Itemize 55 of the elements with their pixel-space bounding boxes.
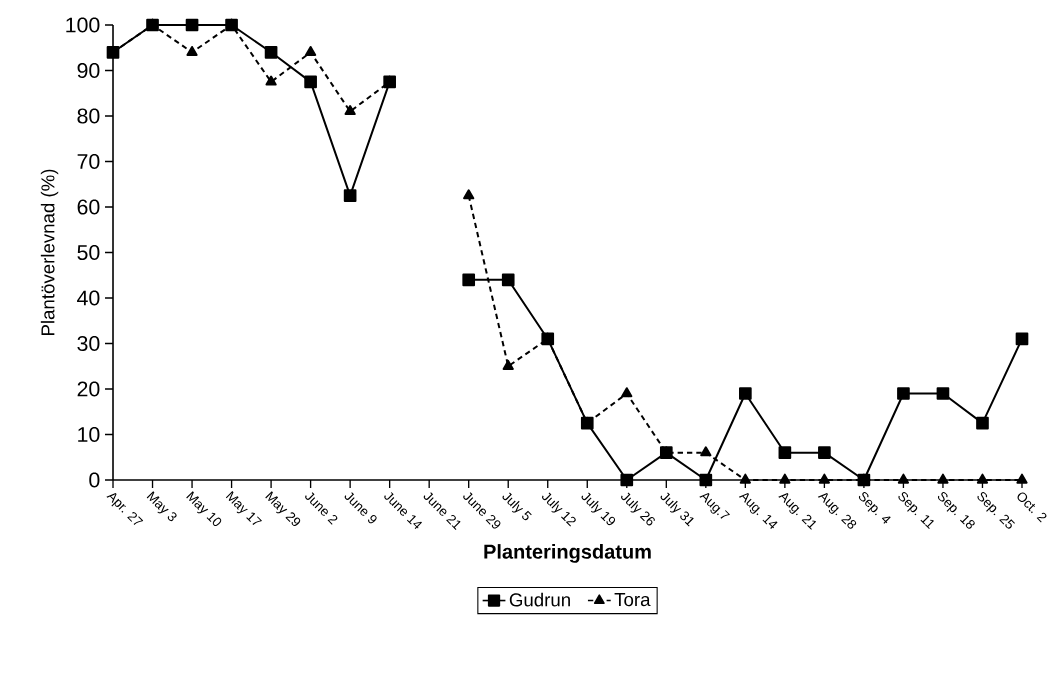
y-tick-label: 90 xyxy=(77,62,100,79)
point xyxy=(264,45,278,59)
point xyxy=(739,387,752,400)
point xyxy=(343,189,357,202)
point xyxy=(185,18,199,32)
point xyxy=(304,45,317,56)
y-tick-label: 30 xyxy=(77,335,100,352)
x-axis-title: Planteringsdatum xyxy=(484,544,651,563)
legend-label: Tora xyxy=(614,593,651,607)
point xyxy=(739,473,751,484)
point xyxy=(699,473,713,487)
x-tick-label: July 5 xyxy=(502,492,532,521)
point xyxy=(265,75,277,86)
point xyxy=(897,387,910,400)
y-axis-title: Plantöverlevnad (%) xyxy=(40,169,59,336)
y-tick-label: 40 xyxy=(77,290,100,306)
y-tick-label: 70 xyxy=(77,153,100,170)
point xyxy=(779,473,791,484)
x-tick-label: July 12 xyxy=(542,492,576,527)
point xyxy=(818,446,831,460)
point xyxy=(462,273,476,287)
x-tick-label: Aug. 14 xyxy=(738,492,778,529)
x-tick-label: Aug. 28 xyxy=(817,493,857,529)
x-tick-label: Oct. 2 xyxy=(1017,492,1047,523)
point xyxy=(1016,473,1028,484)
point xyxy=(1015,332,1029,346)
point xyxy=(936,387,950,400)
point xyxy=(463,189,475,200)
point xyxy=(976,416,989,430)
y-tick-label: 10 xyxy=(78,426,100,443)
point xyxy=(937,473,949,484)
y-tick-label: 0 xyxy=(89,472,100,488)
x-tick-label: Apr. 27 xyxy=(106,493,144,525)
point xyxy=(304,75,317,89)
point xyxy=(344,105,356,116)
point xyxy=(818,473,831,484)
point xyxy=(700,446,712,457)
point xyxy=(501,273,515,287)
y-tick-label: 100 xyxy=(66,17,100,33)
y-tick-label: 20 xyxy=(77,381,100,397)
y-tick-label: 80 xyxy=(77,108,100,124)
point xyxy=(502,359,514,370)
point xyxy=(778,446,792,460)
point xyxy=(620,473,634,487)
x-tick-label: July 26 xyxy=(621,492,655,526)
legend-label: Gudrun xyxy=(509,592,570,607)
y-tick-label: 50 xyxy=(77,244,100,261)
x-tick-label: Aug. 21 xyxy=(778,493,817,530)
point xyxy=(897,473,910,484)
y-tick-label: 60 xyxy=(77,199,100,215)
point xyxy=(186,45,198,56)
x-tick-label: July 31 xyxy=(660,492,694,527)
point xyxy=(621,387,633,398)
x-tick-label: July 19 xyxy=(581,492,616,526)
point xyxy=(976,473,989,484)
